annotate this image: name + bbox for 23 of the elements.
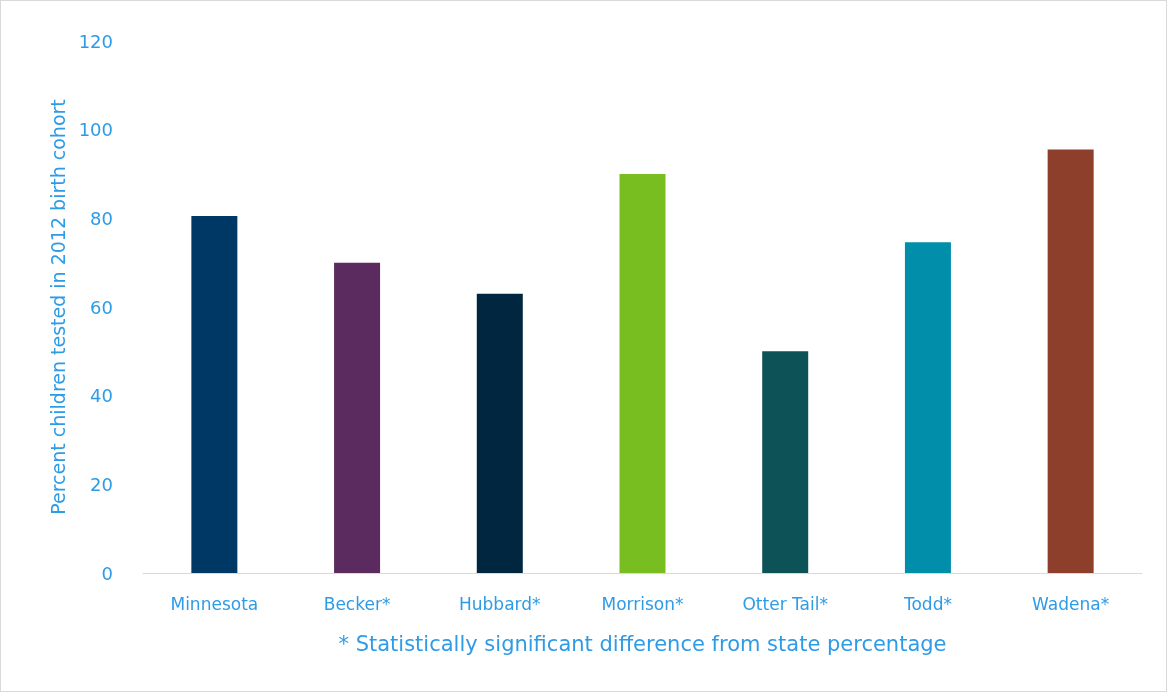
y-axis-title: Percent children tested in 2012 birth cohort xyxy=(47,99,70,515)
y-tick-label: 60 xyxy=(90,296,113,318)
bar xyxy=(619,174,666,573)
x-tick-label: Morrison* xyxy=(601,593,684,614)
bar xyxy=(334,262,381,573)
y-tick-label: 80 xyxy=(90,207,113,229)
x-tick-label: Hubbard* xyxy=(459,593,541,614)
x-tick-label: Minnesota xyxy=(170,593,259,614)
y-tick-label: 100 xyxy=(78,119,113,141)
y-tick-label: 40 xyxy=(90,385,113,407)
x-tick-label: Becker* xyxy=(323,593,391,614)
y-tick-label: 20 xyxy=(90,473,113,495)
x-tick-label: Otter Tail* xyxy=(742,593,828,614)
bar xyxy=(476,293,523,573)
bar xyxy=(191,216,238,573)
y-tick-label: 120 xyxy=(78,30,113,52)
y-tick-label: 0 xyxy=(101,562,113,584)
bar xyxy=(762,351,809,573)
x-axis-title: * Statistically significant difference from state percentage xyxy=(338,631,947,656)
bar xyxy=(1047,149,1094,573)
x-tick-label: Wadena* xyxy=(1032,593,1110,614)
x-tick-label: Todd* xyxy=(902,593,952,614)
bar xyxy=(904,242,951,573)
